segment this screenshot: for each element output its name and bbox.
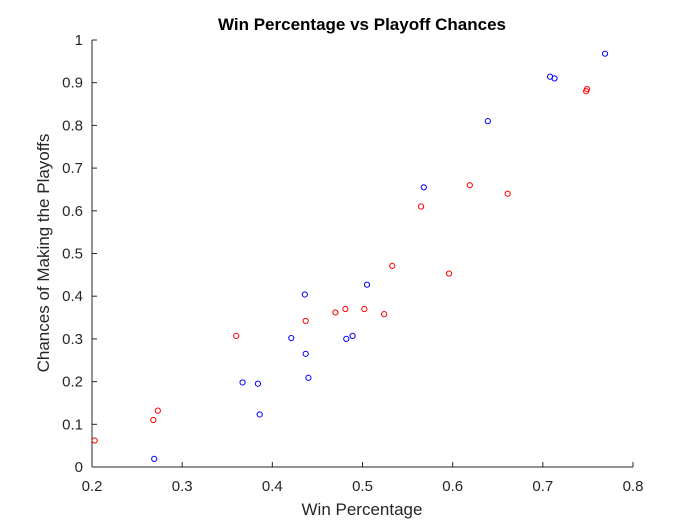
data-point-series-1 [305, 374, 312, 381]
y-tick-label: 0.4 [62, 288, 83, 305]
data-point-series-2 [332, 309, 339, 316]
data-point-series-1 [551, 75, 558, 82]
y-tick-label: 0.8 [62, 117, 83, 134]
y-tick-label: 0.1 [62, 416, 83, 433]
y-tick-label: 0 [75, 459, 83, 476]
data-point-series-2 [418, 203, 425, 210]
data-point-series-2 [154, 407, 161, 414]
x-tick-label: 0.4 [262, 478, 283, 495]
data-point-series-1 [343, 335, 350, 342]
data-point-series-1 [288, 334, 295, 342]
data-point-series-1 [363, 281, 371, 288]
data-point-series-2 [445, 270, 453, 277]
x-tick-label: 0.5 [352, 478, 373, 495]
y-axis-label: Chances of Making the Playoffs [34, 134, 53, 373]
y-tick-label: 0.9 [62, 75, 83, 92]
x-tick-label: 0.6 [442, 478, 463, 495]
chart-title: Win Percentage vs Playoff Chances [218, 15, 506, 34]
axes: 0.2 0.3 0.4 0.5 0.6 0.7 0.8 0 0.1 0.2 0.3 0.4 0.5 0.6… [62, 32, 643, 495]
x-axis-label: Win Percentage [302, 500, 423, 519]
data-point-series-2 [389, 262, 396, 269]
data-points [91, 50, 609, 462]
data-point-series-2 [583, 86, 591, 93]
data-point-series-1 [301, 291, 308, 298]
data-point-series-2 [302, 317, 309, 325]
y-tick-label: 1 [75, 32, 83, 49]
data-point-series-1 [420, 184, 427, 191]
data-point-series-1 [256, 411, 263, 418]
x-tick-label: 0.7 [532, 478, 553, 495]
data-point-series-1 [302, 350, 309, 357]
data-point-series-1 [239, 379, 246, 386]
y-tick-label: 0.6 [62, 203, 83, 220]
y-tick-label: 0.7 [62, 160, 83, 177]
x-tick-label: 0.3 [172, 478, 193, 495]
y-tick-label: 0.3 [62, 331, 83, 348]
data-point-series-2 [91, 437, 98, 444]
data-point-series-2 [504, 190, 511, 197]
x-tick-label: 0.8 [623, 478, 644, 495]
data-point-series-2 [150, 416, 157, 424]
data-point-series-1 [151, 455, 158, 462]
data-point-series-1 [254, 380, 262, 387]
x-tick-label: 0.2 [82, 478, 103, 495]
data-point-series-2 [233, 332, 240, 340]
data-point-series-2 [381, 311, 388, 318]
y-tick-label: 0.5 [62, 246, 83, 263]
data-point-series-1 [484, 118, 491, 125]
y-tick-label: 0.2 [62, 374, 83, 391]
data-point-series-2 [466, 182, 473, 189]
data-point-series-2 [342, 305, 349, 313]
data-point-series-1 [349, 332, 356, 340]
data-point-series-1 [601, 50, 609, 57]
data-point-series-2 [361, 305, 368, 313]
